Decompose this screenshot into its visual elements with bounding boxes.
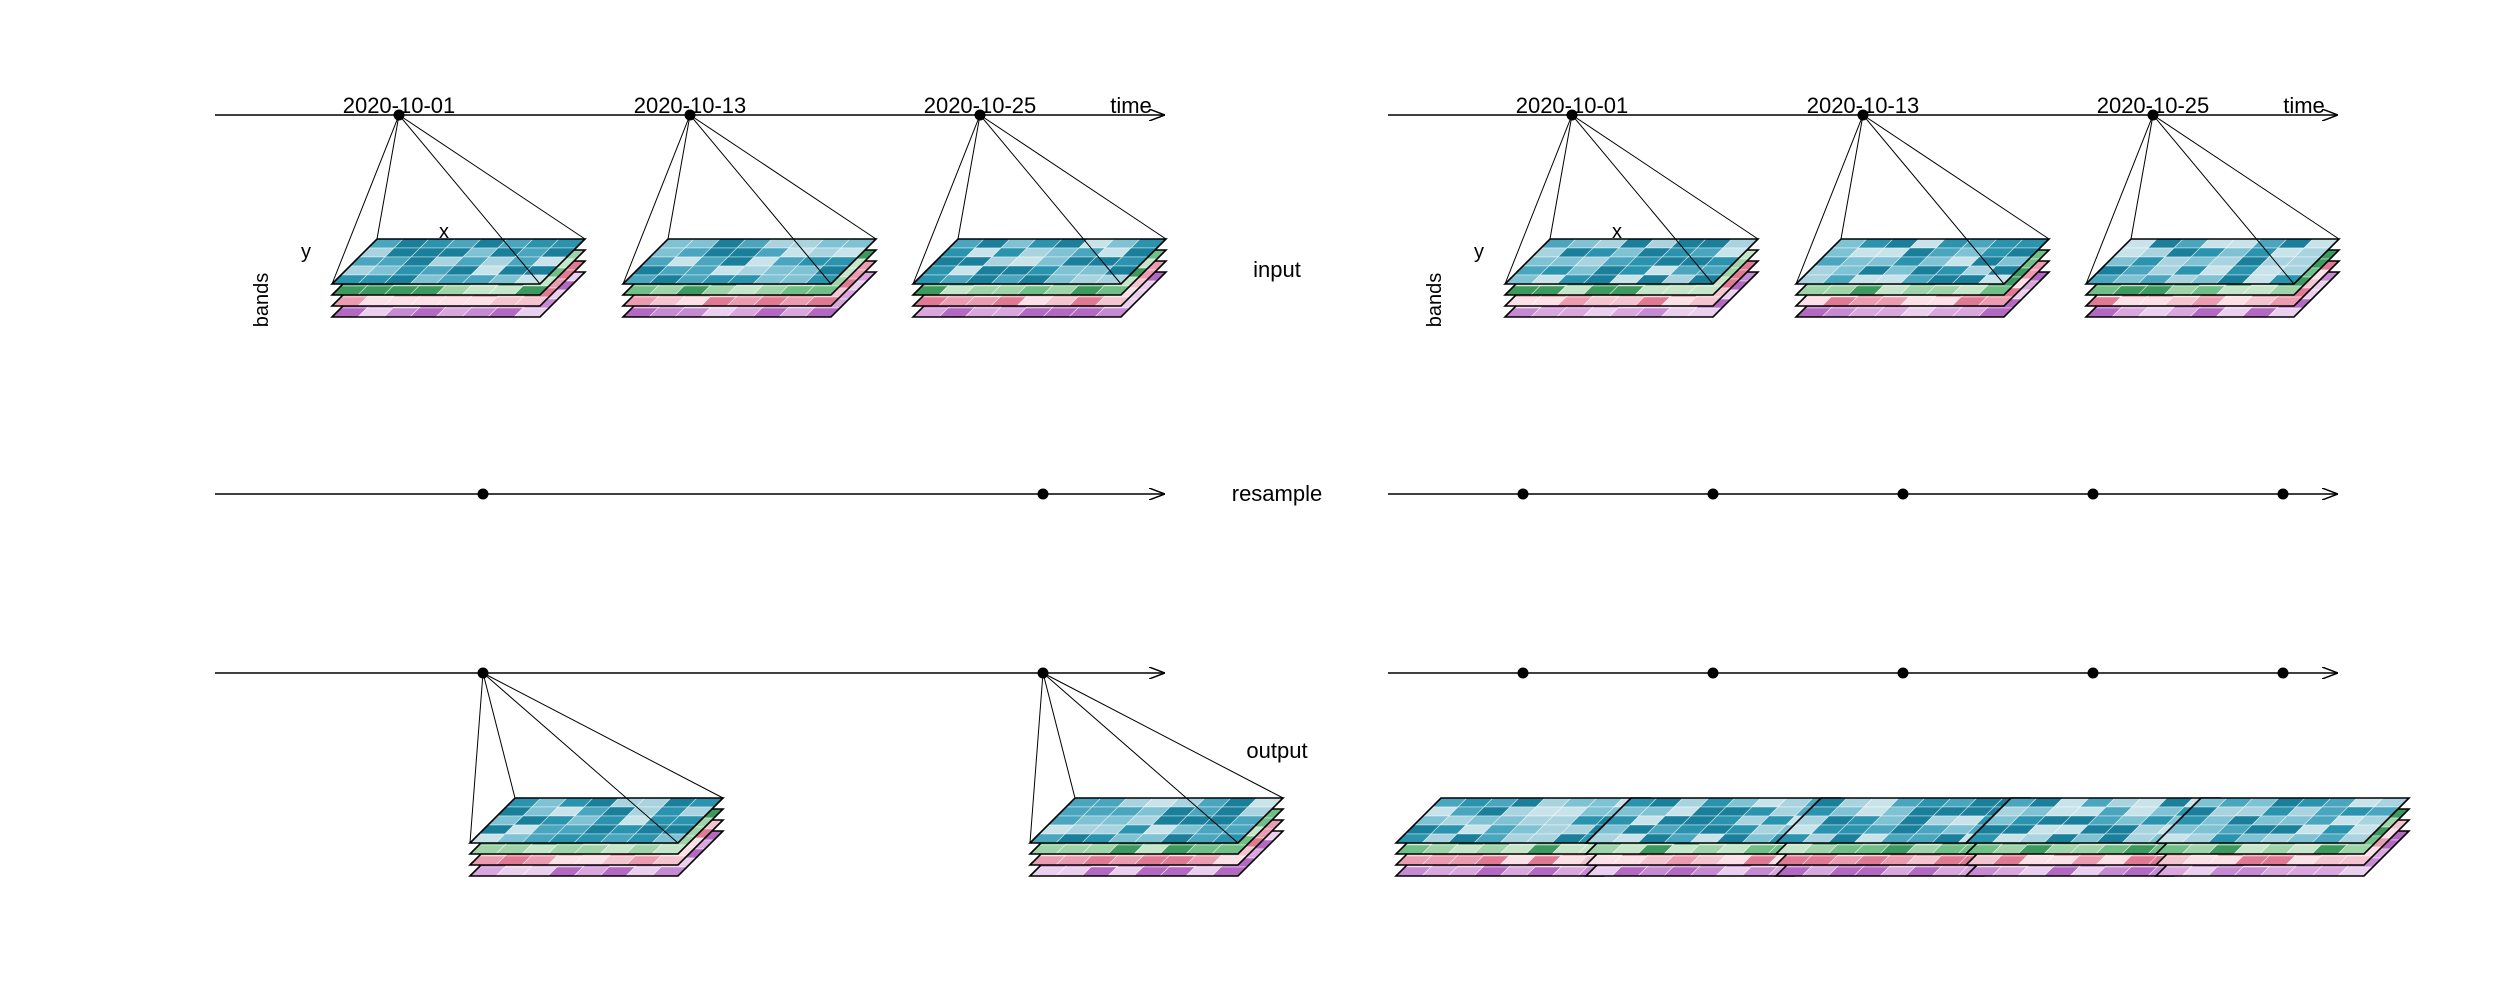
dimension-y-label: y (1474, 241, 1484, 263)
data-cube (1774, 797, 2031, 877)
resample-point (2277, 488, 2289, 500)
projection-line (1571, 114, 1714, 285)
projection-line (482, 672, 679, 844)
resample-point (1707, 667, 1719, 679)
time-point (684, 109, 696, 121)
dimension-bands-label: bands (251, 273, 273, 328)
projection-line (1862, 114, 2005, 285)
band-layer (2084, 238, 2341, 285)
band-layer (1794, 238, 2051, 285)
projection-line (376, 114, 400, 240)
time-point (1566, 109, 1578, 121)
projection-line (1571, 114, 1759, 240)
projection-line (912, 114, 981, 285)
time-axis-label: time (2283, 93, 2325, 118)
resample-point (1517, 488, 1529, 500)
projection-line (979, 114, 1122, 285)
layer-outline (2154, 797, 2411, 844)
input-cubes (330, 109, 1168, 318)
projection-line (1862, 114, 2050, 240)
projection-line (957, 114, 981, 240)
data-cube (621, 109, 878, 318)
dimension-x-label: x (439, 221, 449, 243)
projection-line (2152, 114, 2340, 240)
projection-line (1042, 672, 1284, 799)
resample-point (477, 488, 489, 500)
resample-points (1517, 488, 2289, 500)
projection-line (689, 114, 877, 240)
panel-right: time 2020-10-01 2020-10-13 2020-10-25 x … (1388, 93, 2411, 877)
time-axis-label: time (1110, 93, 1152, 118)
data-cube (1794, 109, 2051, 318)
projection-line (1795, 114, 1864, 285)
band-layer (468, 797, 725, 844)
dimension-x-label: x (1612, 221, 1622, 243)
resample-point (2087, 667, 2099, 679)
resample-point (2277, 667, 2289, 679)
band-layer (911, 238, 1168, 285)
band-layer (330, 238, 587, 285)
projection-line (2085, 114, 2154, 285)
band-layer (1028, 797, 1285, 844)
projection-line (1840, 114, 1864, 240)
projection-line (1549, 114, 1573, 240)
projection-line (622, 114, 691, 285)
input-cubes (1503, 109, 2341, 318)
dimension-labels: x y bands (1424, 221, 1622, 327)
data-cube (1503, 109, 1760, 318)
resample-point (2087, 488, 2099, 500)
projection-line (398, 114, 541, 285)
output-cubes (1394, 667, 2411, 877)
data-cube (1964, 797, 2221, 877)
projection-line (482, 672, 516, 799)
dimension-y-label: y (301, 241, 311, 263)
resample-point (1707, 488, 1719, 500)
resample-point (1037, 488, 1049, 500)
time-point (477, 667, 489, 679)
projection-line (482, 672, 724, 799)
projection-line (398, 114, 586, 240)
projection-line (979, 114, 1167, 240)
projection-line (689, 114, 832, 285)
dimension-bands-label: bands (1424, 273, 1446, 328)
resample-points (477, 488, 1049, 500)
data-cube (1394, 797, 1651, 877)
data-cube (2084, 109, 2341, 318)
band-layer (621, 238, 878, 285)
projection-line (2130, 114, 2154, 240)
band-layer (2154, 797, 2411, 844)
time-point (393, 109, 405, 121)
row-label-output: output (1246, 738, 1307, 763)
row-label-resample: resample (1232, 481, 1322, 506)
projection-line (1042, 672, 1239, 844)
data-cube (911, 109, 1168, 318)
resample-point (1897, 667, 1909, 679)
dimension-labels: x y bands (251, 221, 449, 327)
projection-line (469, 672, 484, 844)
resample-point (1897, 488, 1909, 500)
projection-line (667, 114, 691, 240)
output-cubes (468, 667, 1285, 877)
input-time-axis: time 2020-10-01 2020-10-13 2020-10-25 (215, 93, 1165, 118)
data-cube (330, 109, 587, 318)
projection-line (1042, 672, 1076, 799)
data-cube (468, 667, 725, 877)
time-point (1037, 667, 1049, 679)
projection-line (331, 114, 400, 285)
projection-line (1504, 114, 1573, 285)
projection-line (1029, 672, 1044, 844)
time-point (1857, 109, 1869, 121)
projection-line (2152, 114, 2295, 285)
panel-left: time 2020-10-01 2020-10-13 2020-10-25 x … (215, 93, 1285, 877)
row-label-input: input (1253, 257, 1301, 282)
data-cube (1028, 667, 1285, 877)
band-layer (1503, 238, 1760, 285)
data-cube (2154, 797, 2411, 877)
resample-point (1517, 667, 1529, 679)
time-point (974, 109, 986, 121)
time-point (2147, 109, 2159, 121)
